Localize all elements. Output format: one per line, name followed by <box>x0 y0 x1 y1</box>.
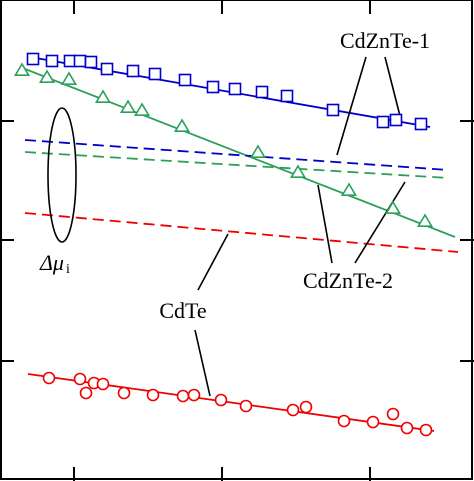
leader-cdznte1-1 <box>384 56 401 117</box>
cdznte2-meas-point-11 <box>416 213 434 227</box>
cdznte1-meas-point-3 <box>73 54 87 68</box>
cdznte2-meas-point-6 <box>173 118 191 132</box>
cdte-meas-point-15 <box>386 407 400 421</box>
cdte-theory-line <box>24 212 459 253</box>
leader-cdte-1 <box>194 329 211 397</box>
cdznte2-meas-point-3 <box>94 89 112 103</box>
cdte-meas-point-8 <box>187 388 201 402</box>
cdznte1-meas-point-11 <box>255 85 269 99</box>
cdznte2-meas-point-4 <box>119 99 137 113</box>
label-cdznte2: CdZnTe-2 <box>303 268 393 293</box>
label-cdte: CdTe <box>159 298 206 323</box>
cdznte2-meas-point-0 <box>13 62 31 76</box>
cdznte1-meas-point-14 <box>376 115 390 129</box>
cdznte2-meas-point-5 <box>133 102 151 116</box>
cdznte1-meas-point-16 <box>414 117 428 131</box>
cdte-meas-point-4 <box>79 386 93 400</box>
cdte-meas-point-6 <box>146 388 160 402</box>
cdte-meas-point-5 <box>117 386 131 400</box>
cdte-meas-point-0 <box>42 371 56 385</box>
data-markers <box>13 52 434 437</box>
cdznte1-meas-point-13 <box>326 103 340 117</box>
cdznte1-meas-point-10 <box>228 82 242 96</box>
cdznte1-meas-point-6 <box>126 64 140 78</box>
cdznte1-meas-point-15 <box>389 113 403 127</box>
cdznte1-meas-point-4 <box>84 55 98 69</box>
cdznte1-meas-point-12 <box>280 89 294 103</box>
cdte-meas-point-13 <box>337 414 351 428</box>
label-delta-mu: Δμ i <box>39 250 70 277</box>
fit-lines <box>19 56 459 432</box>
leader-cdznte2-1 <box>354 181 406 264</box>
cdte-meas-point-17 <box>419 423 433 437</box>
cdte-meas-point-12 <box>299 400 313 414</box>
cdte-meas-point-3 <box>96 377 110 391</box>
cdznte2-meas-point-9 <box>340 182 358 196</box>
leader-cdznte2-0 <box>317 184 333 264</box>
delta-mu-bracket <box>47 107 77 243</box>
cdznte1-meas-point-5 <box>100 62 114 76</box>
cdte-meas-point-9 <box>214 393 228 407</box>
cdznte2-meas-point-1 <box>38 69 56 83</box>
cdznte2-meas-point-2 <box>60 71 78 85</box>
cdznte2-theory-line <box>24 151 449 179</box>
cdte-meas-point-11 <box>286 403 300 417</box>
cdznte2-fit-line <box>19 66 456 238</box>
cdznte2-meas-point-7 <box>249 144 267 158</box>
cdte-meas-point-16 <box>400 421 414 435</box>
cdznte1-theory-line <box>24 139 449 171</box>
cdznte1-meas-point-0 <box>26 52 40 66</box>
cdznte1-meas-point-9 <box>206 80 220 94</box>
cdznte1-meas-point-8 <box>178 73 192 87</box>
cdznte2-meas-point-10 <box>384 200 402 214</box>
cdte-meas-point-1 <box>73 372 87 386</box>
label-cdznte1: CdZnTe-1 <box>340 28 430 53</box>
cdte-meas-point-14 <box>366 415 380 429</box>
cdznte1-meas-point-1 <box>45 54 59 68</box>
leader-cdte-0 <box>197 233 229 291</box>
cdznte1-meas-point-7 <box>148 67 162 81</box>
cdte-meas-point-10 <box>239 399 253 413</box>
cdte-meas-point-7 <box>176 389 190 403</box>
leader-cdznte1-0 <box>336 56 367 156</box>
cdznte2-meas-point-8 <box>289 164 307 178</box>
label-leaders <box>194 56 406 397</box>
